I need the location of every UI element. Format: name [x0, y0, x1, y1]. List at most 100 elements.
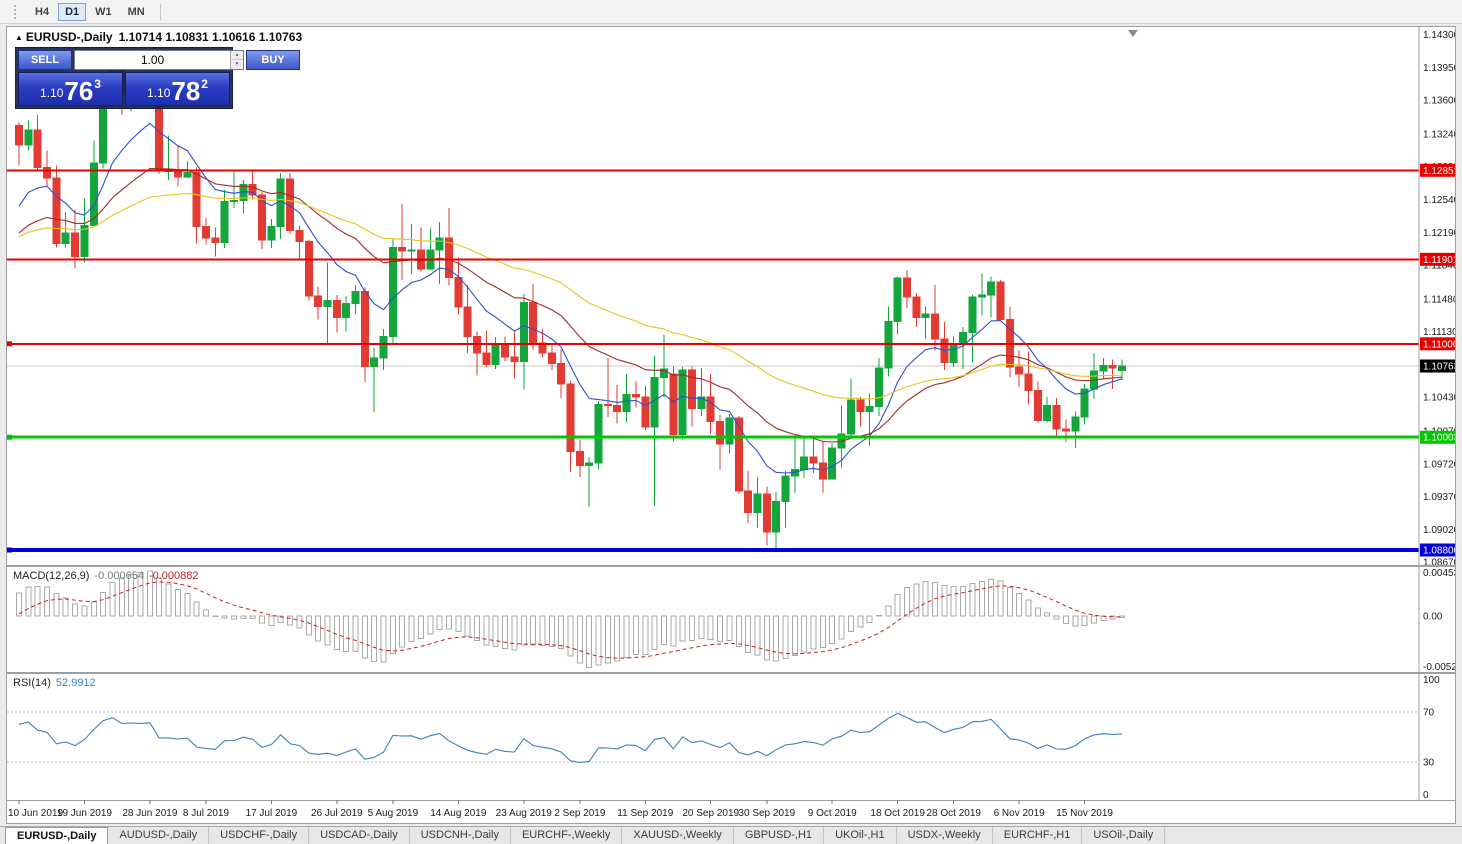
period-button-h4[interactable]: H4 [28, 3, 56, 21]
chart-tab-xauusd-weekly[interactable]: XAUUSD-,Weekly [622, 827, 734, 844]
svg-text:1.13600: 1.13600 [1423, 96, 1455, 107]
rsi-line [18, 712, 1123, 763]
chart-tab-usdcad-daily[interactable]: USDCAD-,Daily [309, 827, 410, 844]
svg-text:15 Nov 2019: 15 Nov 2019 [1056, 808, 1113, 819]
svg-text:70: 70 [1423, 707, 1435, 718]
chart-tab-ukoil-h1[interactable]: UKOil-,H1 [824, 827, 897, 844]
buy-price-big: 78 [171, 76, 201, 106]
buy-button[interactable]: BUY [246, 50, 300, 70]
svg-text:1.08670: 1.08670 [1423, 558, 1455, 569]
volume-down-button[interactable]: ▼ [231, 60, 243, 69]
toolbar-grip[interactable] [14, 4, 19, 19]
svg-text:100: 100 [1423, 675, 1440, 686]
svg-text:1.09370: 1.09370 [1423, 492, 1455, 503]
rsi-levels [7, 711, 1419, 763]
svg-text:6 Nov 2019: 6 Nov 2019 [994, 808, 1046, 819]
svg-text:1.11480: 1.11480 [1423, 294, 1455, 305]
pane-separators[interactable] [7, 27, 1455, 801]
svg-text:1.11000: 1.11000 [1423, 339, 1455, 350]
ma-fast-line [18, 122, 1123, 474]
bid-price-label: 1.10763 [1420, 359, 1455, 373]
period-button-mn[interactable]: MN [121, 3, 152, 21]
svg-text:28 Oct 2019: 28 Oct 2019 [927, 808, 982, 819]
svg-text:28 Jun 2019: 28 Jun 2019 [122, 808, 177, 819]
chart-tab-eurusd-daily[interactable]: EURUSD-,Daily [5, 827, 109, 844]
volume-up-button[interactable]: ▲ [231, 51, 243, 60]
chart-tab-gbpusd-h1[interactable]: GBPUSD-,H1 [734, 827, 825, 844]
svg-text:17 Jul 2019: 17 Jul 2019 [246, 808, 298, 819]
hline-resistance-3[interactable]: 1.11000 [7, 337, 1455, 351]
chart-tab-usdchf-daily[interactable]: USDCHF-,Daily [209, 827, 310, 844]
svg-text:1.09720: 1.09720 [1423, 459, 1455, 470]
svg-text:1.14300: 1.14300 [1423, 30, 1455, 41]
hline-resistance-2[interactable]: 1.11901 [7, 252, 1455, 266]
svg-text:2 Sep 2019: 2 Sep 2019 [554, 808, 606, 819]
buy-price-sup: 2 [201, 77, 208, 91]
toolbar-separator [159, 3, 161, 20]
chart-tab-usdcnh-daily[interactable]: USDCNH-,Daily [410, 827, 511, 844]
svg-text:1.10763: 1.10763 [1423, 362, 1455, 373]
buy-price-display[interactable]: 1.10 78 2 [125, 72, 230, 106]
svg-text:-0.005205: -0.005205 [1423, 662, 1455, 673]
trade-prices-row: 1.10 76 3 1.10 78 2 [18, 72, 230, 106]
hline-support-green[interactable]: 1.10003 [7, 430, 1455, 444]
buy-price-prefix: 1.10 [147, 86, 171, 100]
chart-canvas[interactable]: 1.143001.139501.136001.132401.128901.125… [7, 27, 1455, 823]
one-click-trading-panel: SELL ▲ ▼ BUY 1.10 76 3 1.10 [15, 47, 300, 109]
rsi-axis[interactable]: 100 70 30 0 [1423, 675, 1440, 801]
svg-text:9 Oct 2019: 9 Oct 2019 [808, 808, 857, 819]
macd-signal-line [18, 581, 1123, 659]
sell-price-prefix: 1.10 [40, 86, 64, 100]
svg-text:10 Jun 2019: 10 Jun 2019 [8, 808, 63, 819]
macd-axis[interactable]: 0.004536 0.00 -0.005205 [1423, 568, 1455, 673]
period-button-w1[interactable]: W1 [88, 3, 119, 21]
svg-text:14 Aug 2019: 14 Aug 2019 [430, 808, 487, 819]
svg-text:30 Sep 2019: 30 Sep 2019 [738, 808, 795, 819]
svg-text:26 Jul 2019: 26 Jul 2019 [311, 808, 363, 819]
svg-text:1.12540: 1.12540 [1423, 195, 1455, 206]
sell-price-sup: 3 [94, 77, 101, 91]
chart-tab-usdx-weekly[interactable]: USDX-,Weekly [897, 827, 993, 844]
sell-button[interactable]: SELL [18, 50, 72, 70]
volume-input[interactable] [75, 51, 230, 69]
sell-price-display[interactable]: 1.10 76 3 [18, 72, 123, 106]
svg-text:1.13240: 1.13240 [1423, 129, 1455, 140]
svg-text:1.08800: 1.08800 [1423, 546, 1455, 557]
sell-price-big: 76 [64, 76, 94, 106]
ma-slow-line [18, 192, 1123, 400]
svg-text:23 Aug 2019: 23 Aug 2019 [496, 808, 553, 819]
chart-tab-eurchf-h1[interactable]: EURCHF-,H1 [993, 827, 1083, 844]
svg-text:8 Jul 2019: 8 Jul 2019 [183, 808, 230, 819]
svg-text:0: 0 [1423, 790, 1429, 801]
ma-medium-line [18, 168, 1123, 443]
chart-tab-audusd-daily[interactable]: AUDUSD-,Daily [108, 827, 210, 844]
chart-tab-bar: EURUSD-,Daily AUDUSD-,Daily USDCHF-,Daily U… [0, 826, 1462, 844]
period-button-d1[interactable]: D1 [58, 3, 87, 21]
svg-text:19 Jun 2019: 19 Jun 2019 [57, 808, 112, 819]
chart-tab-eurchf-weekly[interactable]: EURCHF-,Weekly [511, 827, 623, 844]
chart-tab-usoil-daily[interactable]: USOil-,Daily [1082, 827, 1166, 844]
chart-shift-marker-icon[interactable] [1128, 30, 1138, 37]
svg-text:1.11901: 1.11901 [1423, 255, 1455, 266]
macd-histogram [16, 570, 1125, 669]
svg-text:11 Sep 2019: 11 Sep 2019 [617, 808, 673, 819]
period-buttons: H4 D1 W1 MN [27, 2, 153, 21]
svg-text:1.10430: 1.10430 [1423, 393, 1455, 404]
svg-text:30: 30 [1423, 758, 1435, 769]
volume-box: ▲ ▼ [74, 50, 244, 70]
svg-text:1.11840: 1.11840 [1423, 261, 1455, 272]
svg-text:1.09020: 1.09020 [1423, 525, 1455, 536]
svg-text:20 Sep 2019: 20 Sep 2019 [682, 808, 739, 819]
svg-text:0.004536: 0.004536 [1423, 568, 1455, 579]
svg-text:0.00: 0.00 [1423, 611, 1443, 622]
volume-spinner: ▲ ▼ [230, 51, 243, 69]
svg-text:18 Oct 2019: 18 Oct 2019 [870, 808, 925, 819]
svg-text:1.11130: 1.11130 [1423, 327, 1455, 338]
trade-controls-row: SELL ▲ ▼ BUY [18, 50, 300, 70]
svg-text:5 Aug 2019: 5 Aug 2019 [368, 808, 419, 819]
hline-support-blue[interactable]: 1.08800 [7, 543, 1455, 557]
svg-text:1.12190: 1.12190 [1423, 228, 1455, 239]
